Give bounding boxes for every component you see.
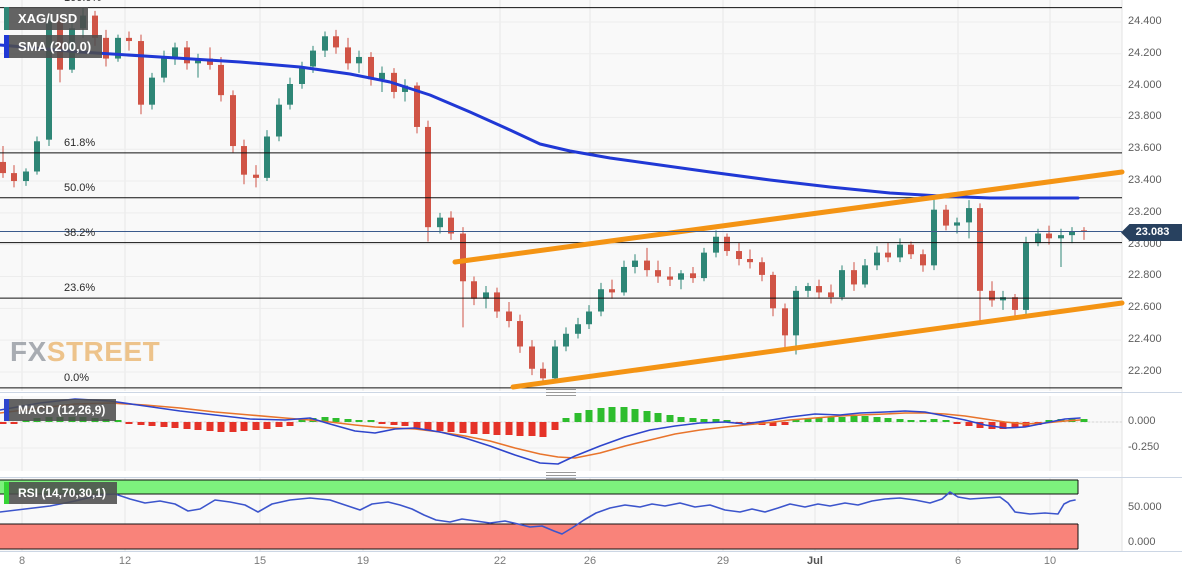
- price-axis-label: 22.800: [1128, 269, 1162, 282]
- time-axis-label: 29: [716, 555, 730, 567]
- time-axis-label: 10: [1043, 555, 1057, 567]
- price-axis-label: 22.600: [1128, 301, 1162, 314]
- sma-label: SMA (200,0): [9, 35, 103, 58]
- macd-axis-label: -0.250: [1128, 441, 1160, 453]
- rsi-label: RSI (14,70,30,1): [9, 482, 118, 504]
- macd-accent-bar: [4, 399, 9, 421]
- price-axis-label: 24.000: [1128, 78, 1162, 91]
- rsi-panel-drag-handle-icon[interactable]: [546, 472, 576, 479]
- watermark-street: STREET: [46, 336, 161, 367]
- price-axis-label: 24.200: [1128, 46, 1162, 59]
- fib-level-label: 38.2%: [64, 226, 96, 239]
- price-axis-label: 22.200: [1128, 364, 1162, 377]
- sma-accent-bar: [4, 35, 9, 58]
- panel-separator: [0, 551, 1182, 552]
- macd-panel-drag-handle-icon[interactable]: [546, 389, 576, 396]
- candles: [0, 7, 1087, 384]
- price-axis-label: 23.800: [1128, 110, 1162, 123]
- panel-separator: [0, 392, 1182, 393]
- symbol-label: XAG/USD: [9, 7, 89, 30]
- macd-axis-label: 0.000: [1128, 415, 1156, 427]
- rsi-axis-label: 0.000: [1128, 536, 1156, 548]
- time-axis-label: 26: [583, 555, 597, 567]
- rsi-legend[interactable]: RSI (14,70,30,1): [4, 482, 118, 504]
- fib-level-label: 50.0%: [64, 181, 96, 194]
- time-axis-label: 6: [954, 555, 962, 567]
- sma-legend[interactable]: SMA (200,0): [4, 35, 103, 58]
- symbol-legend[interactable]: XAG/USD: [4, 7, 89, 30]
- price-axis-label: 22.400: [1128, 333, 1162, 346]
- time-axis-label: 12: [118, 555, 132, 567]
- fib-level-label: 23.6%: [64, 282, 96, 295]
- fxstreet-watermark: FXSTREET: [10, 336, 160, 368]
- time-axis-label: Jul: [807, 555, 823, 567]
- price-axis-label: 23.400: [1128, 174, 1162, 187]
- price-axis-label: 23.200: [1128, 205, 1162, 218]
- time-axis-label: 15: [253, 555, 267, 567]
- fib-level-label: 100.0%: [64, 0, 101, 4]
- panel-separator: [0, 477, 1182, 478]
- symbol-accent-bar: [4, 7, 9, 30]
- fib-level-label: 61.8%: [64, 136, 96, 149]
- macd-legend[interactable]: MACD (12,26,9): [4, 399, 117, 421]
- price-axis-label: 24.400: [1128, 14, 1162, 27]
- price-axis-label: 23.600: [1128, 142, 1162, 155]
- rsi-accent-bar: [4, 482, 9, 504]
- watermark-fx: FX: [10, 336, 47, 367]
- time-axis-label: 22: [493, 555, 507, 567]
- time-axis-label: 8: [18, 555, 26, 567]
- current-price-badge: 23.083: [1121, 224, 1182, 241]
- fib-level-label: 0.0%: [64, 371, 90, 384]
- rsi-axis-label: 50.000: [1128, 501, 1162, 513]
- time-axis-label: 19: [356, 555, 370, 567]
- macd-label: MACD (12,26,9): [9, 399, 117, 421]
